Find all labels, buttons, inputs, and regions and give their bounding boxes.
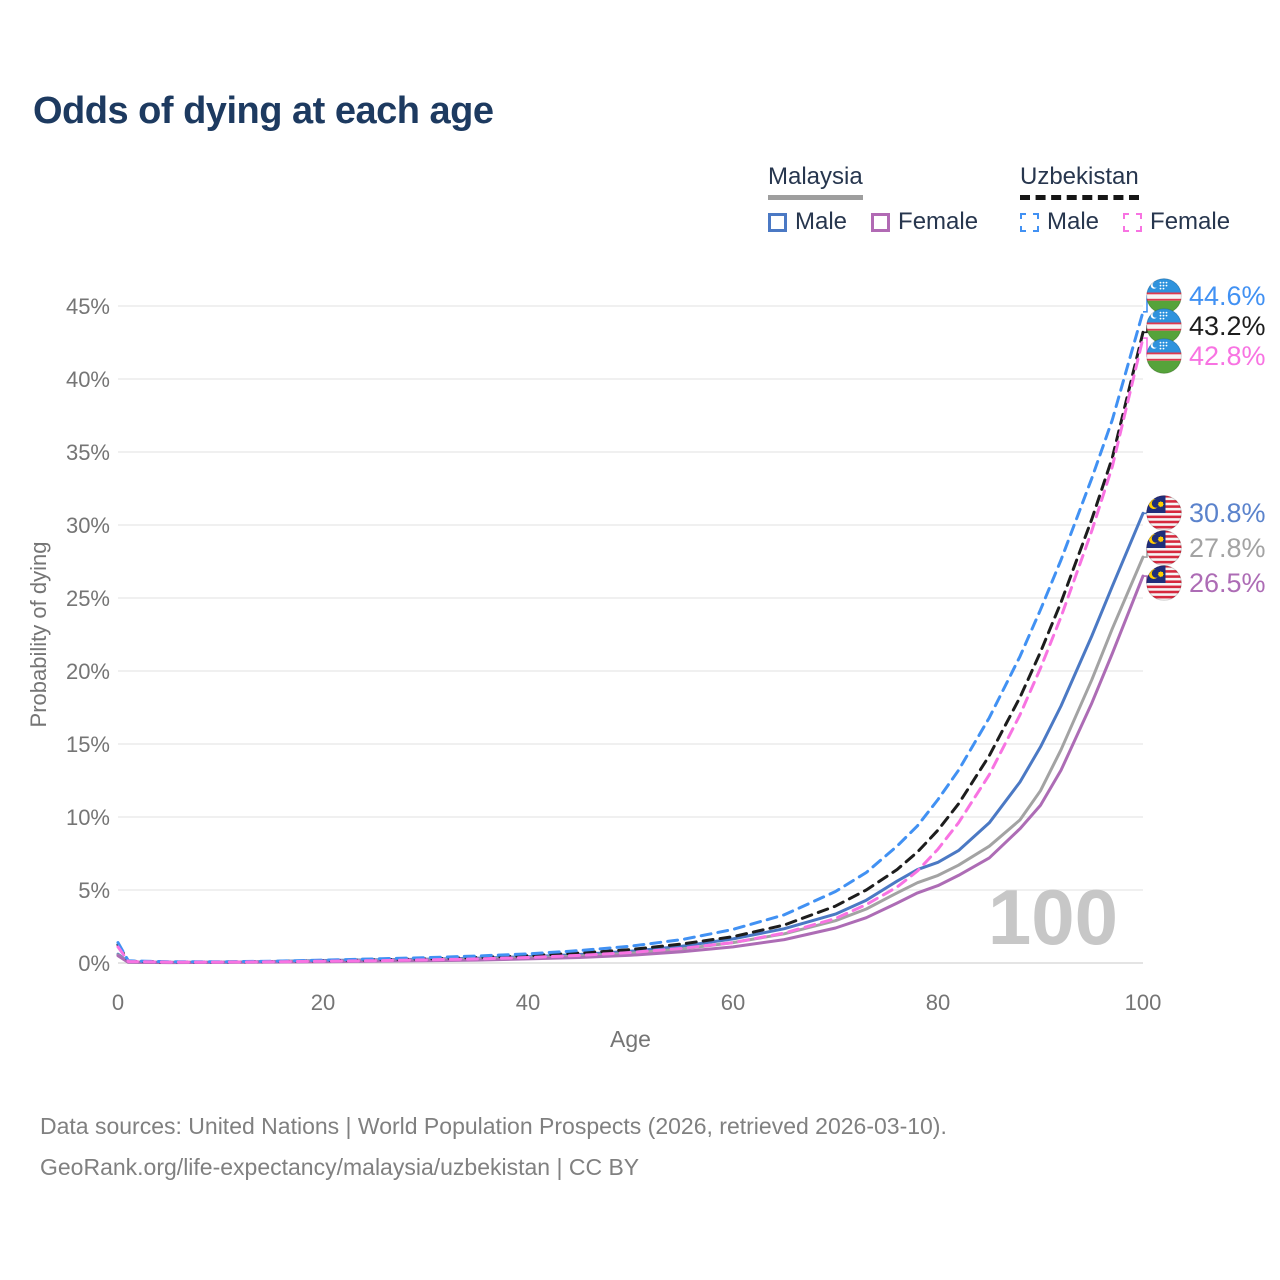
x-tick-label: 40 [516,990,540,1015]
y-tick-label: 0% [78,951,110,976]
y-tick-label: 30% [66,513,110,538]
x-tick-label: 100 [1125,990,1162,1015]
end-label-value: 42.8% [1189,340,1266,371]
malaysia-female-swatch-icon [871,212,891,232]
end-label-value: 27.8% [1189,532,1266,563]
legend-item-uzbekistan-male[interactable]: Male [1020,208,1099,236]
x-tick-label: 60 [721,990,745,1015]
legend-item-label: Female [898,208,979,235]
uzbekistan-flag-icon [1146,338,1182,374]
end-label-uzbekistan-male: 44.6% [1146,278,1266,314]
age-watermark: 100 [988,873,1118,961]
data-sources-line: Data sources: United Nations | World Pop… [40,1113,947,1139]
x-tick-label: 80 [926,990,950,1015]
y-axis-title: Probability of dying [26,542,51,728]
end-label-uzbekistan-both: 43.2% [1146,308,1266,344]
series-line-uzbekistan-male [116,310,1145,964]
end-label-value: 43.2% [1189,310,1266,341]
end-label-value: 30.8% [1189,497,1266,528]
uzbekistan-flag-icon [1146,308,1182,344]
series-line-uzbekistan-female [116,336,1145,964]
y-tick-label: 15% [66,732,110,757]
malaysia-male-swatch-icon [768,212,787,232]
y-tick-label: 5% [78,878,110,903]
y-tick-label: 25% [66,586,110,611]
legend-item-malaysia-male[interactable]: Male [768,208,847,236]
y-tick-label: 10% [66,805,110,830]
y-tick-label: 35% [66,440,110,465]
legend-country-uzbekistan: Uzbekistan [1020,163,1139,200]
uzbekistan-male-swatch-icon [1020,212,1039,232]
end-label-malaysia-female: 26.5% [1146,565,1266,601]
y-tick-label: 40% [66,367,110,392]
end-label-value: 26.5% [1189,567,1266,598]
malaysia-flag-icon [1146,495,1182,531]
attribution-line: GeoRank.org/life-expectancy/malaysia/uzb… [40,1154,640,1180]
legend-country-malaysia: Malaysia [768,163,863,200]
series-line-uzbekistan-both [116,330,1145,964]
legend-item-malaysia-female[interactable]: Female [871,208,978,236]
malaysia-flag-icon [1146,530,1182,566]
x-axis-title: Age [610,1026,651,1052]
end-label-uzbekistan-female: 42.8% [1146,338,1266,374]
legend-group-malaysia: Malaysia Male Female [768,163,978,236]
legend-item-label: Male [1047,208,1100,235]
legend-item-label: Male [795,208,848,235]
legend-item-label: Female [1150,208,1231,235]
footer: Data sources: United Nations | World Pop… [40,1106,947,1188]
uzbekistan-female-swatch-icon [1123,212,1143,232]
x-tick-label: 0 [112,990,124,1015]
y-tick-label: 20% [66,659,110,684]
malaysia-flag-icon [1146,565,1182,601]
legend-group-uzbekistan: Uzbekistan Male Female [1020,163,1230,236]
uzbekistan-flag-icon [1146,278,1182,314]
end-label-malaysia-male: 30.8% [1146,495,1266,531]
end-label-value: 44.6% [1189,280,1266,311]
page-title: Odds of dying at each age [33,90,494,132]
y-tick-label: 45% [66,294,110,319]
end-label-malaysia-both: 27.8% [1146,530,1266,566]
x-tick-label: 20 [311,990,335,1015]
legend-item-uzbekistan-female[interactable]: Female [1123,208,1230,236]
